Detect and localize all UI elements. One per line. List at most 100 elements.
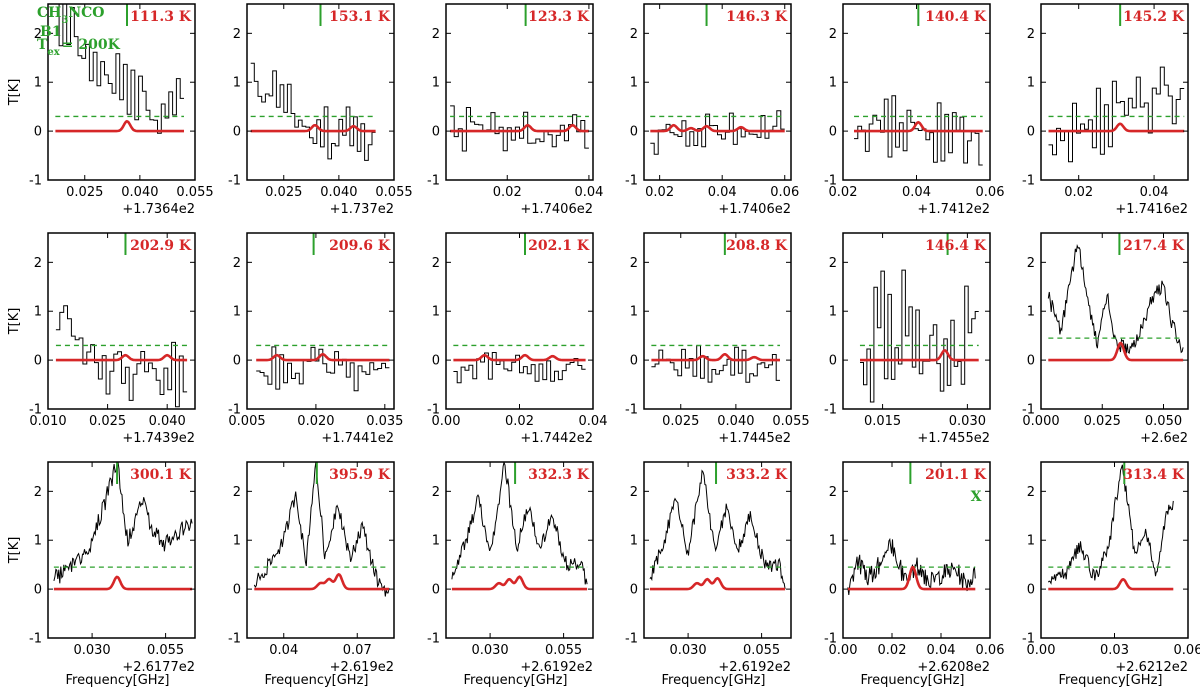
panel-frame — [246, 3, 395, 181]
x-tick-label: 0.04 — [579, 414, 608, 429]
y-tick-label: -1 — [1022, 174, 1035, 189]
y-tick-label: -1 — [824, 632, 837, 647]
y-tick-label: -1 — [228, 403, 241, 418]
y-tick-label: 0 — [630, 583, 638, 598]
plot-area — [1047, 243, 1184, 362]
x-tick-label: 0.030 — [471, 643, 508, 658]
x-tick-label: 0.030 — [669, 643, 706, 658]
x-tick-label: 0.04 — [269, 643, 298, 658]
spectrum-line — [1047, 464, 1174, 585]
plot-area — [253, 462, 390, 597]
spectrum-line — [650, 110, 785, 155]
x-offset-label: +1.737e2 — [330, 202, 394, 217]
y-tick-label: 2 — [34, 256, 42, 271]
y-tick-label: -1 — [1022, 403, 1035, 418]
model-line — [651, 352, 780, 362]
model-line — [55, 119, 184, 133]
y-tick-label: 2 — [1027, 256, 1035, 271]
panel-frame — [47, 461, 196, 639]
x-tick-label: 0.04 — [708, 185, 737, 200]
panel-12: -1 0 1 2 0.000 0.025 0.050 +2.6e2 217.4 K — [1022, 232, 1189, 446]
x-tick-label: 0.020 — [297, 414, 334, 429]
y-tick-label: 2 — [432, 27, 440, 42]
temperature-label: 300.1 K — [130, 467, 192, 483]
panel-11: -1 0 1 2 0.015 0.030 +1.7455e2 146.4 K — [824, 232, 991, 446]
plot-area — [53, 462, 193, 591]
x-tick-label: 0.055 — [375, 185, 412, 200]
y-tick-label: -1 — [29, 403, 42, 418]
y-tick-label: 1 — [233, 534, 241, 549]
y-tick-label: 1 — [1027, 534, 1035, 549]
x-tick-label: 0.040 — [121, 185, 158, 200]
flag-label: X — [971, 489, 982, 505]
y-tick-label: 0 — [630, 354, 638, 369]
spectrum-line — [651, 345, 780, 383]
x-offset-label: +2.6e2 — [1140, 431, 1188, 446]
spectrum-line — [1048, 66, 1185, 163]
y-tick-label: 2 — [1027, 485, 1035, 500]
model-line — [1048, 578, 1174, 591]
spectrum-line — [1047, 243, 1184, 355]
legend-molecule: CH3NCO — [37, 5, 104, 26]
x-tick-label: 0.02 — [1064, 185, 1093, 200]
x-tick-label: 0.00 — [1027, 643, 1056, 658]
legend-tex-rest: = 200K — [62, 37, 121, 53]
y-tick-label: 0 — [1027, 354, 1035, 369]
x-tick-label: 0.035 — [366, 414, 403, 429]
x-tick-label: 0.055 — [772, 414, 809, 429]
panel-frame — [1040, 461, 1189, 639]
model-line — [53, 575, 193, 591]
panel-frame — [1040, 3, 1189, 181]
y-tick-label: 2 — [630, 27, 638, 42]
y-tick-label: 1 — [34, 76, 42, 91]
panel-10: -1 0 1 2 0.025 0.040 0.055 +1.7445e2 208.8 K — [625, 232, 810, 446]
x-tick-label: 0.040 — [149, 414, 186, 429]
y-tick-label: 2 — [34, 27, 42, 42]
panel-3: -1 0 1 2 0.02 0.04 +1.7406e2 123.3 K — [427, 3, 603, 217]
y-axis-label: T[K] — [7, 308, 22, 336]
y-tick-label: -1 — [427, 632, 440, 647]
x-tick-label: 0.040 — [320, 185, 357, 200]
spectrum-line — [453, 352, 586, 384]
panel-frame — [1040, 232, 1189, 410]
x-tick-label: 0.030 — [949, 414, 986, 429]
legend-source: B1 — [40, 24, 62, 40]
y-tick-label: 2 — [630, 256, 638, 271]
y-tick-label: 1 — [829, 305, 837, 320]
plot-area — [453, 344, 586, 384]
temperature-label: 208.8 K — [726, 238, 788, 254]
x-tick-label: 0.000 — [1022, 414, 1059, 429]
legend-molecule-rest: NCO — [68, 5, 104, 21]
x-tick-label: 0.025 — [662, 414, 699, 429]
x-offset-label: +1.7412e2 — [917, 202, 990, 217]
y-tick-label: 1 — [630, 76, 638, 91]
x-tick-label: 0.02 — [505, 414, 534, 429]
y-tick-label: 0 — [432, 125, 440, 140]
panel-9: -1 0 1 2 0.00 0.02 0.04 +1.7442e2 202.1 K — [427, 232, 608, 446]
panel-5: -1 0 1 2 0.02 0.04 0.06 +1.7412e2 140.4 K — [824, 3, 1004, 217]
panel-frame — [643, 461, 792, 639]
panel-frame — [445, 3, 594, 181]
plot-area — [250, 62, 376, 161]
x-tick-label: 0.02 — [645, 185, 674, 200]
x-offset-label: +1.7442e2 — [520, 431, 593, 446]
plot-area — [1048, 66, 1185, 163]
y-tick-label: 2 — [34, 485, 42, 500]
panel-frame — [643, 3, 792, 181]
x-axis-label: Frequency[GHz] — [66, 673, 170, 687]
panel-frame — [246, 461, 395, 639]
y-tick-label: -1 — [228, 632, 241, 647]
y-tick-label: -1 — [824, 174, 837, 189]
x-tick-label: 0.025 — [89, 414, 126, 429]
y-tick-label: 1 — [34, 534, 42, 549]
model-line — [256, 352, 390, 362]
x-offset-label: +1.7406e2 — [718, 202, 791, 217]
temperature-label: 202.1 K — [528, 238, 590, 254]
y-tick-label: -1 — [228, 174, 241, 189]
y-tick-label: 0 — [829, 125, 837, 140]
x-offset-label: +1.7439e2 — [122, 431, 195, 446]
spectrum-line — [860, 269, 979, 403]
y-tick-label: 0 — [34, 354, 42, 369]
x-offset-label: +2.6192e2 — [718, 660, 791, 675]
x-tick-label: 0.00 — [829, 643, 858, 658]
